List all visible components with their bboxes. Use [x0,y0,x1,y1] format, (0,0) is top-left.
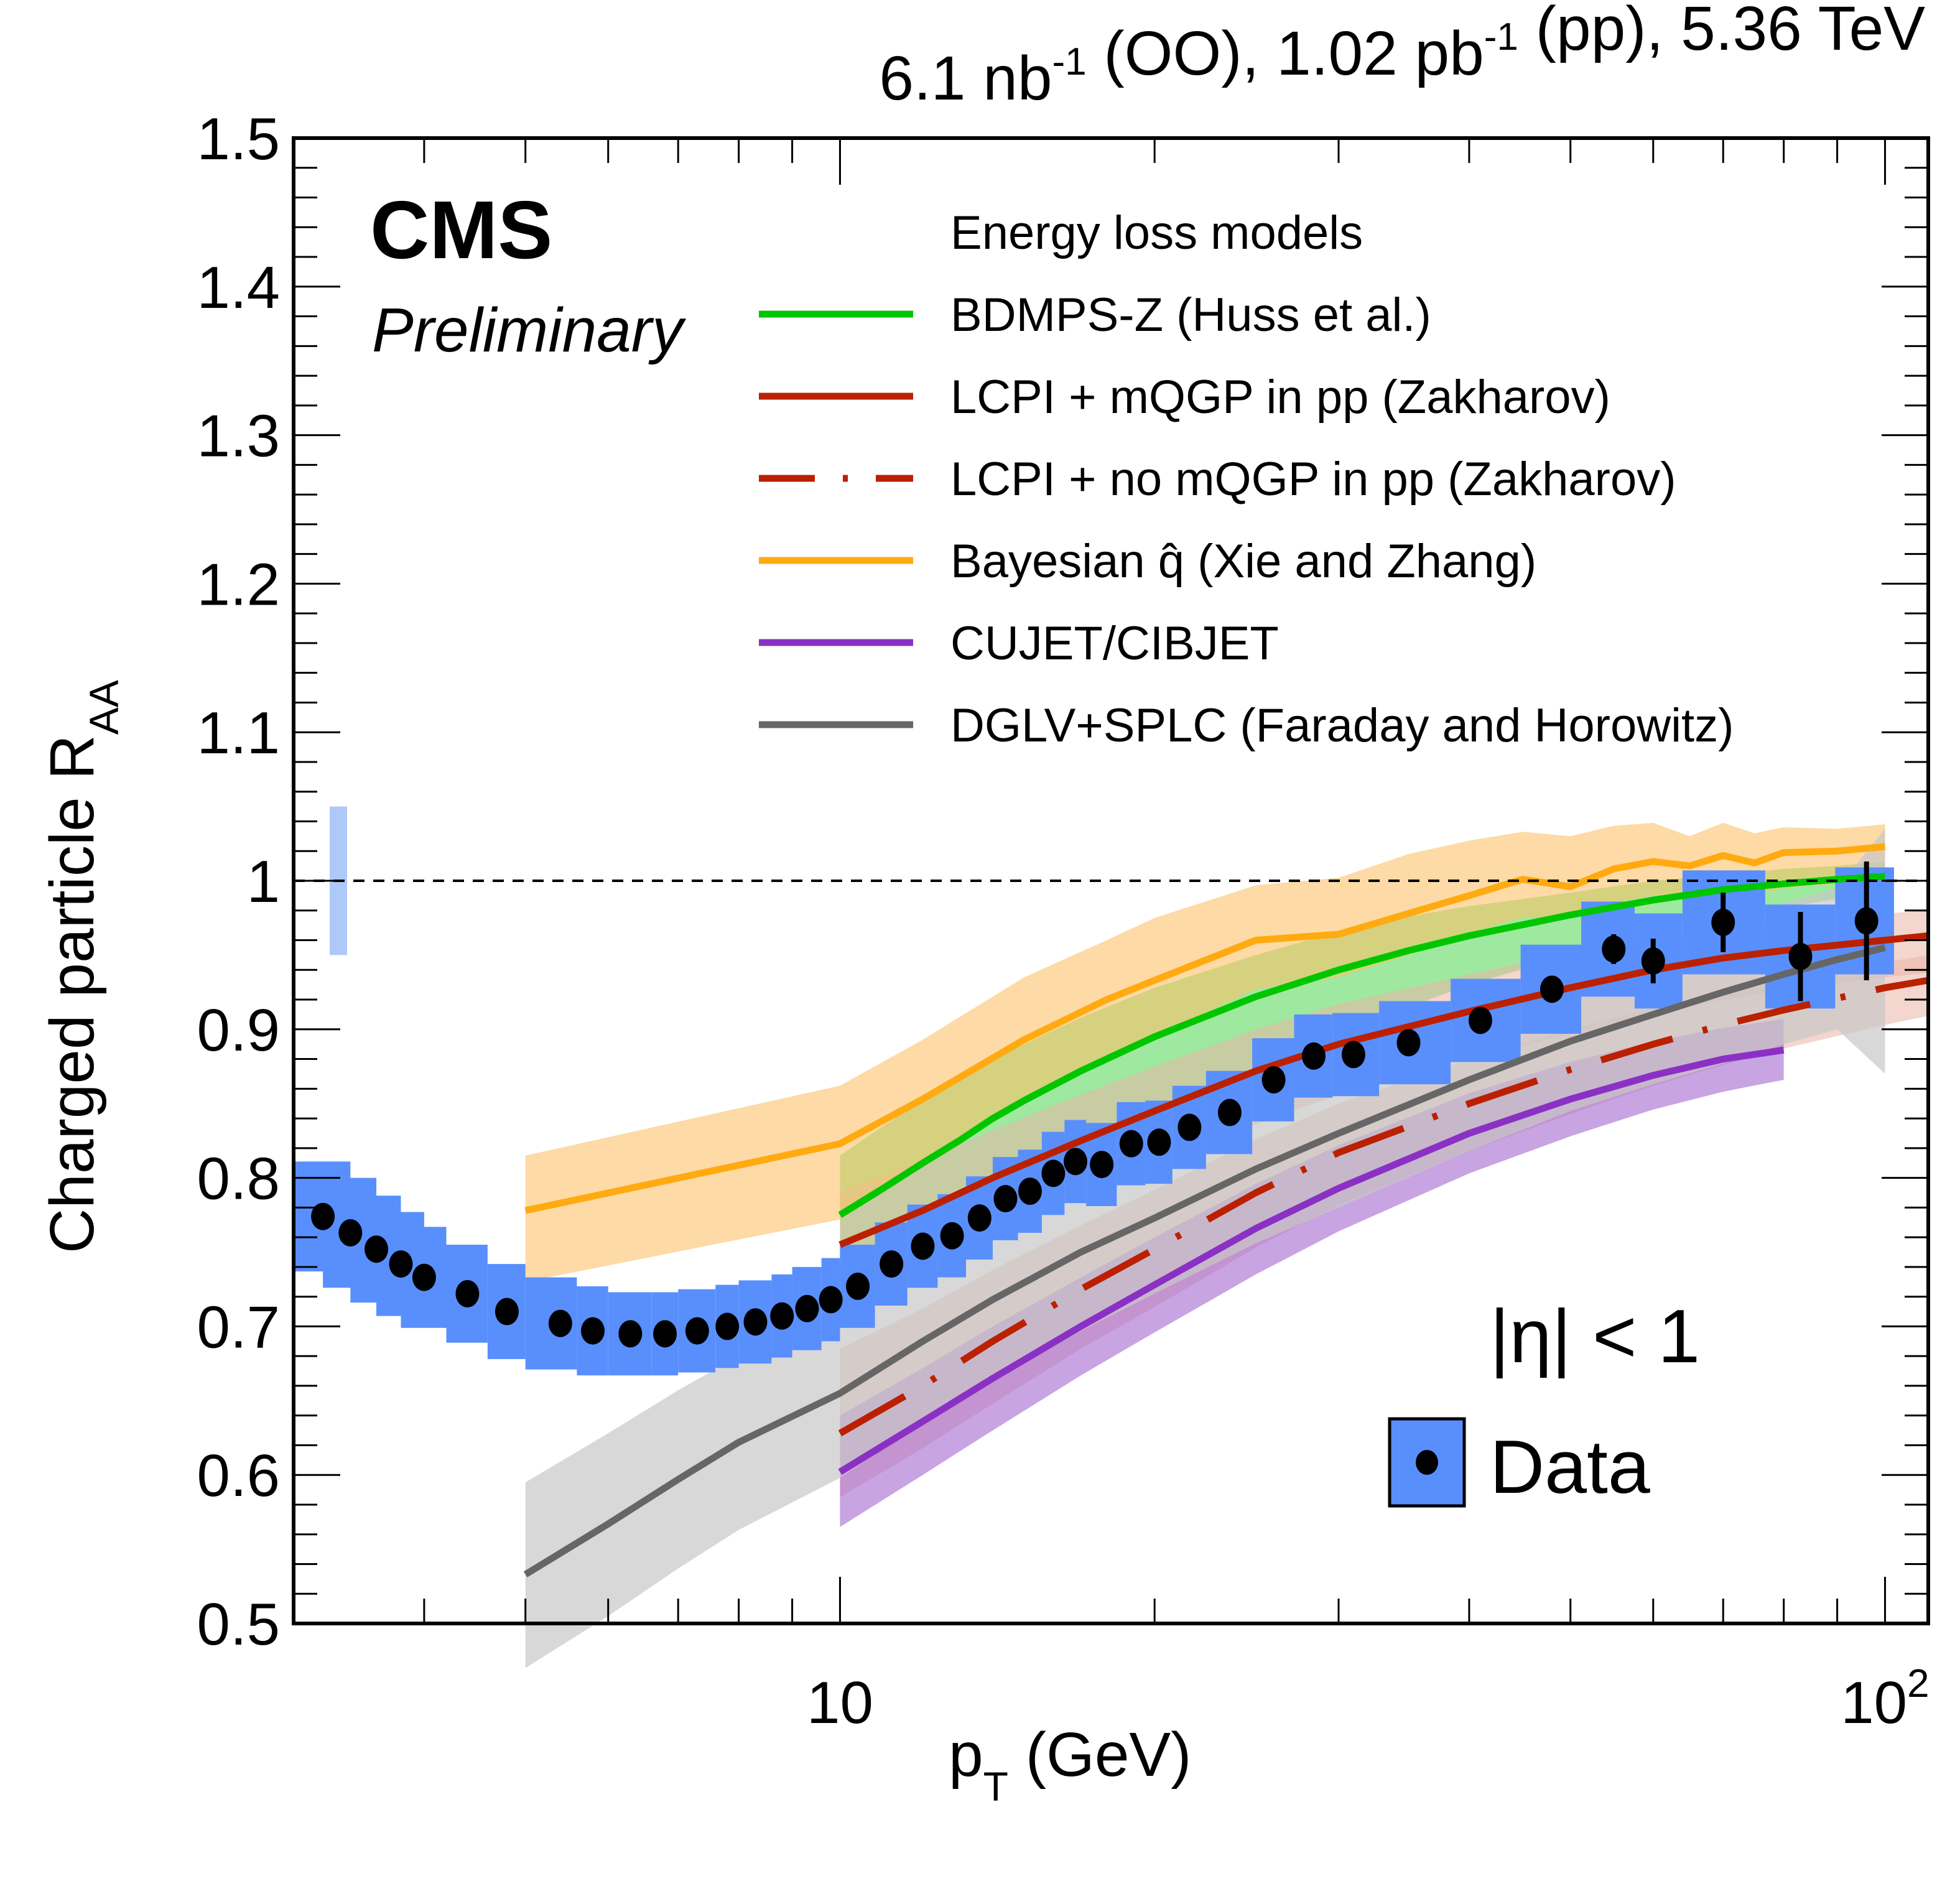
data-point-16 [819,1286,843,1314]
legend-label-1: LCPI + mQGP in pp (Zakharov) [950,371,1610,424]
data-point-32 [1302,1042,1326,1070]
y-tick-label: 1 [247,848,280,915]
data-points [311,861,1879,1348]
y-tick-label: 1.3 [197,403,280,470]
legend-label-4: CUJET/CIBJET [950,617,1279,670]
y-axis-label: Charged particle RAA [37,680,127,1253]
y-tick-label: 1.5 [197,106,280,172]
data-point-2 [365,1235,389,1263]
x-tick-labels: 10 102 [807,1661,1930,1736]
band-series-3 [525,822,1885,1282]
curve-series-5 [523,944,1886,1577]
y-tick-label: 0.6 [197,1442,280,1509]
data-point-1 [338,1219,363,1247]
curve-series-4 [838,1046,1785,1475]
data-point-28 [1147,1128,1171,1156]
legend-header: Energy loss models [950,207,1363,259]
luminosity-part-0: 6.1 nb [879,44,1052,113]
y-tick-label: 1.1 [197,700,280,766]
data-point-0 [311,1202,335,1230]
curve-series-1 [838,932,1929,1248]
data-point-19 [911,1232,935,1260]
data-point-35 [1468,1006,1492,1034]
data-point-30 [1217,1098,1242,1126]
models-legend: BDMPS-Z (Huss et al.) LCPI + mQGP in pp (… [759,289,1734,752]
data-point-24 [1041,1159,1066,1187]
y-tick-label: 1.4 [197,254,280,321]
y-tick-labels: 0.5 0.6 0.7 0.8 0.9 1 1.1 1.2 1.3 1.4 1.5 [197,106,280,1658]
data-point-14 [770,1302,794,1330]
plot-frame [292,136,1930,1625]
x-tick-label-base: 10 [1841,1669,1907,1736]
data-point-10 [653,1320,677,1348]
data-point-9 [618,1320,643,1348]
data-point-23 [1018,1177,1042,1205]
data-point-31 [1261,1066,1286,1094]
y-tick-label: 0.7 [197,1294,280,1360]
data-legend-entry: Data [1388,1417,1650,1509]
legend-label-0: BDMPS-Z (Huss et al.) [950,289,1431,341]
data-point-39 [1711,908,1735,936]
selection-label: |η| < 1 [1490,1294,1700,1378]
y-tick-label: 1.2 [197,551,280,618]
data-point-11 [685,1317,709,1345]
luminosity-label: 6.1 nb-1 (OO), 1.02 pb-1 (pp), 5.36 TeV [879,0,1925,113]
y-label-main: Charged particle R [37,735,107,1253]
data-point-18 [880,1250,904,1278]
luminosity-part-2: (pp), 5.36 TeV [1518,0,1925,63]
x-tick-label: 102 [1841,1661,1929,1736]
data-legend-label: Data [1490,1424,1650,1509]
data-point-22 [993,1185,1018,1213]
data-point-36 [1540,975,1564,1003]
curve-series-2 [838,977,1929,1437]
data-point-26 [1090,1151,1114,1179]
data-point-33 [1341,1041,1365,1069]
model-curves [523,843,1929,1577]
data-point-37 [1602,935,1626,963]
data-point-40 [1788,942,1813,970]
y-tick-label: 0.8 [197,1146,280,1212]
data-point-29 [1177,1113,1202,1141]
data-point-21 [967,1204,992,1232]
axis-ticks [292,137,1928,1625]
data-point-20 [940,1222,964,1250]
curve-series-3 [524,843,1886,1214]
x-label-main: p [949,1720,983,1790]
data-point-3 [389,1250,413,1278]
y-tick-label: 0.9 [197,997,280,1064]
experiment-label: CMS [370,184,552,276]
x-tick-label: 10 [807,1669,873,1736]
x-tick-label-sup: 2 [1907,1661,1930,1706]
x-label-rest: (GeV) [1008,1720,1191,1790]
x-axis-label: pT (GeV) [949,1720,1191,1809]
y-tick-label: 0.5 [197,1591,280,1658]
data-point-4 [412,1263,436,1291]
data-point-13 [743,1308,768,1336]
data-point-17 [846,1272,870,1300]
data-point-34 [1396,1029,1421,1057]
luminosity-sup-0: -1 [1052,40,1086,83]
x-tick-label-base: 10 [807,1669,873,1736]
data-point-15 [795,1294,819,1322]
luminosity-part-1: (OO), 1.02 pb [1087,19,1484,88]
y-label-sub: AA [81,680,127,735]
data-point-5 [455,1279,480,1307]
data-legend-marker [1416,1450,1438,1475]
legend-label-5: DGLV+SPLC (Faraday and Horowitz) [950,699,1734,752]
data-point-25 [1063,1148,1087,1176]
x-label-sub: T [983,1763,1008,1809]
legend-label-2: LCPI + no mQGP in pp (Zakharov) [950,453,1676,506]
data-point-6 [495,1298,519,1326]
curve-series-0 [838,873,1885,1218]
data-point-12 [715,1312,740,1340]
status-label: Preliminary [372,295,687,365]
data-point-41 [1854,907,1879,935]
luminosity-sup-1: -1 [1484,16,1518,58]
data-point-38 [1641,947,1665,975]
legend-label-3: Bayesian q̂ (Xie and Zhang) [950,535,1536,588]
data-point-8 [580,1317,605,1345]
data-point-27 [1119,1130,1143,1158]
data-point-7 [548,1309,572,1337]
